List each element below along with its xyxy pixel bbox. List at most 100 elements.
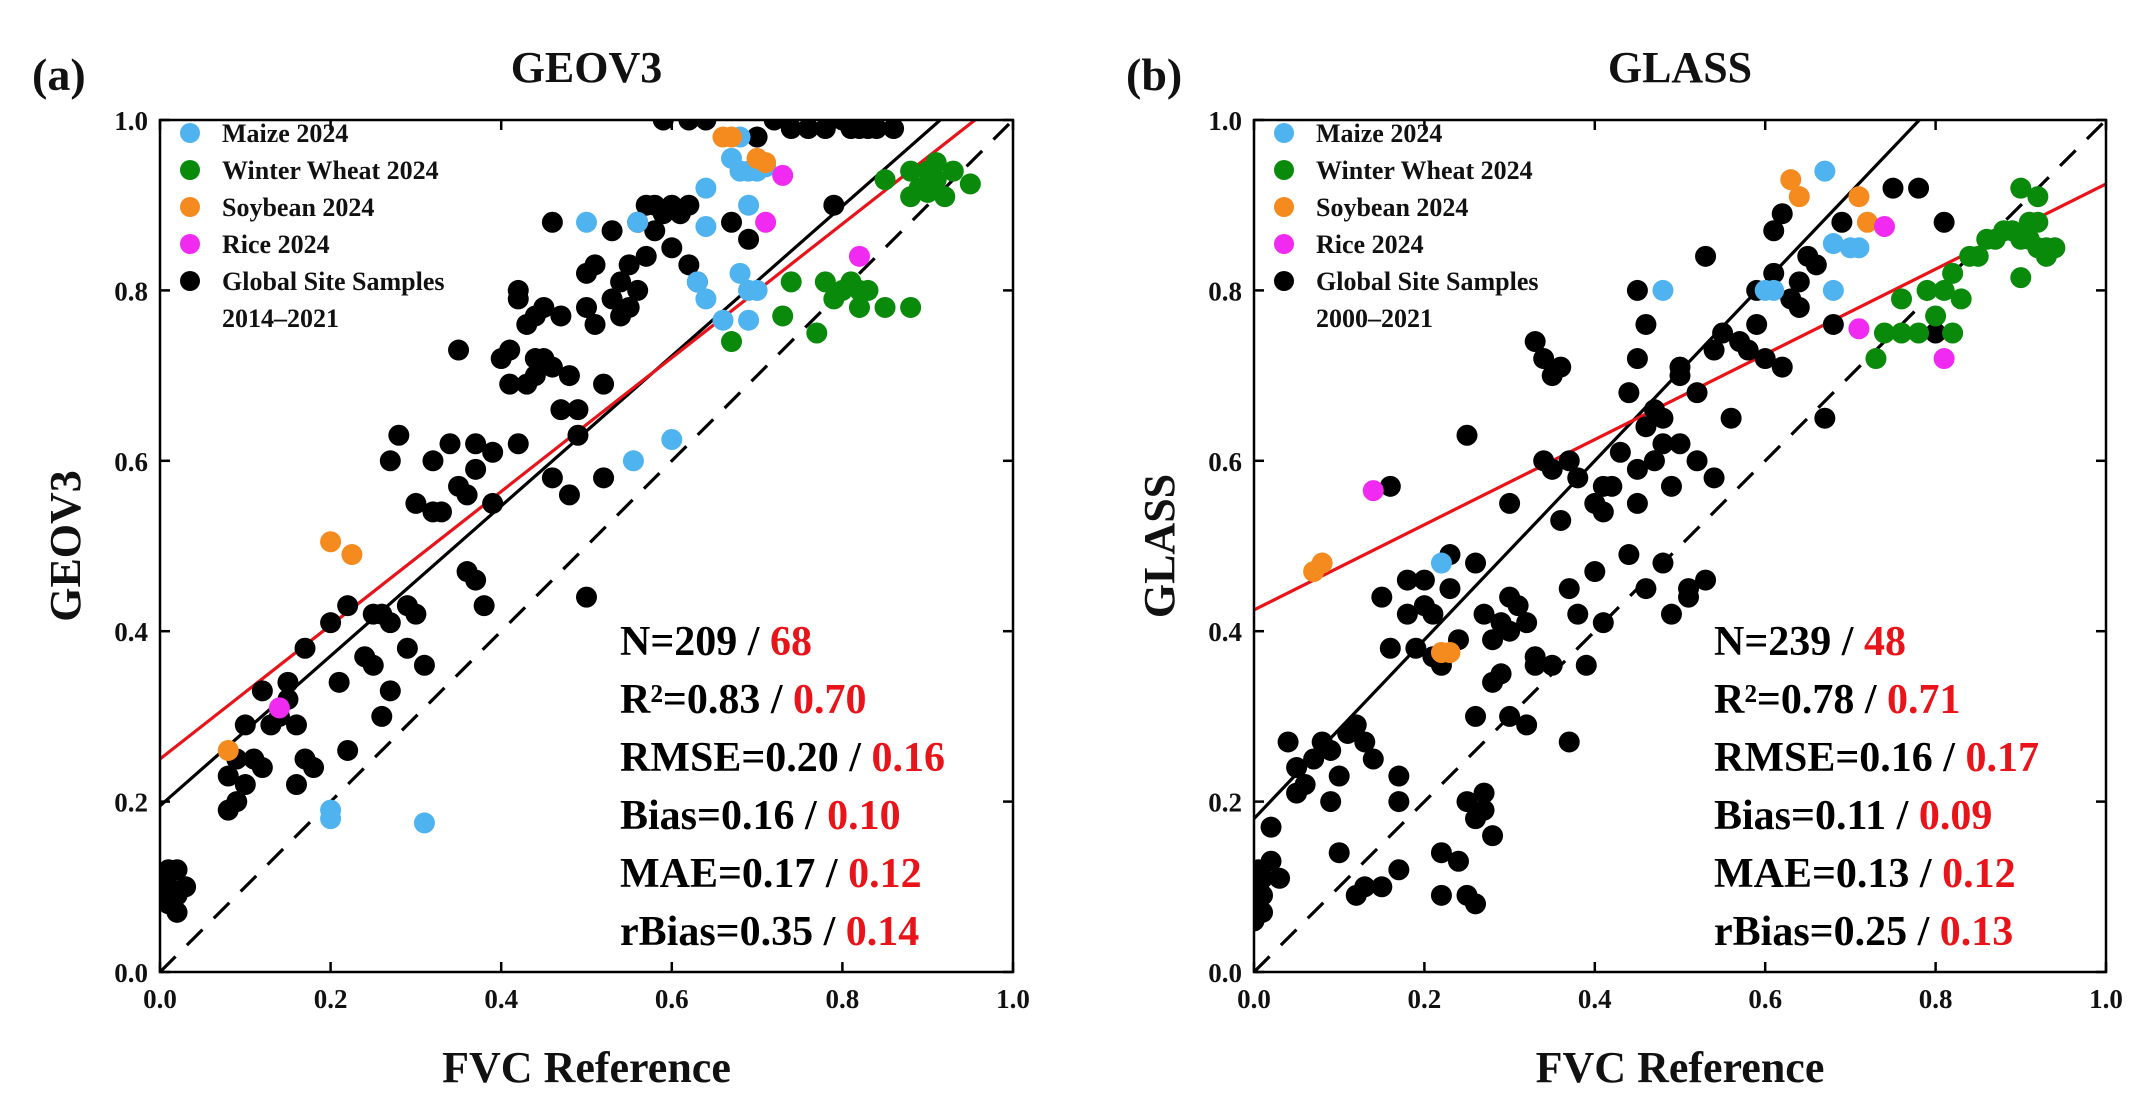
data-point-global <box>482 492 504 514</box>
data-point-global <box>678 120 700 131</box>
data-point-global <box>234 714 256 736</box>
data-point-global <box>1379 475 1401 497</box>
data-point-soybean <box>217 739 239 761</box>
data-point-soybean <box>1848 186 1870 208</box>
chart-title: GEOV3 <box>511 43 663 92</box>
stat-line: RMSE=0.16 / 0.17 <box>1714 735 2039 781</box>
legend-entry-line: Winter Wheat 2024 <box>1316 156 1533 185</box>
data-point-soybean <box>721 126 743 148</box>
legend-marker-maize <box>180 123 200 143</box>
data-point-global <box>1465 705 1487 727</box>
data-point-global <box>593 467 615 489</box>
data-point-global <box>379 450 401 472</box>
data-point-maize <box>1848 237 1870 259</box>
data-point-global <box>1379 637 1401 659</box>
data-point-global <box>388 424 410 446</box>
data-point-rice <box>755 211 777 233</box>
data-point-global <box>618 254 640 276</box>
data-point-global <box>1805 254 1827 276</box>
x-tick-label: 0.0 <box>143 984 177 1014</box>
data-point-global <box>448 339 470 361</box>
data-point-global <box>1635 416 1657 438</box>
data-point-maize <box>1430 552 1452 574</box>
data-point-global <box>1465 552 1487 574</box>
data-point-global <box>1746 313 1768 335</box>
data-point-global <box>1703 467 1725 489</box>
legend: Maize 2024 Winter Wheat 2024 Soybean 2024 R… <box>1274 119 1538 333</box>
legend-entry-line: Soybean 2024 <box>222 193 374 222</box>
data-point-global <box>550 399 572 421</box>
data-point-maize <box>661 429 683 450</box>
data-point-global <box>1822 313 1844 335</box>
data-point-global <box>1430 842 1452 864</box>
data-point-global <box>652 120 674 131</box>
data-point-global <box>1507 595 1529 617</box>
data-point-rice <box>1362 480 1384 502</box>
data-point-global <box>430 501 452 523</box>
data-point-global <box>1499 492 1521 514</box>
legend-entry: Global Site Samples 2014–2021 <box>222 267 444 333</box>
data-point-global <box>234 774 256 796</box>
plot-area <box>160 120 1013 972</box>
data-point-global <box>1652 433 1674 455</box>
data-point-global <box>405 492 427 514</box>
data-point-global <box>1558 450 1580 472</box>
legend-entry: Soybean 2024 <box>222 193 374 222</box>
data-point-global <box>1269 867 1291 889</box>
data-point-global <box>251 680 273 702</box>
y-tick-label: 0.2 <box>114 788 148 818</box>
data-point-global <box>1635 578 1657 600</box>
data-point-global <box>618 296 640 318</box>
data-point-global <box>405 603 427 625</box>
x-axis-label: FVC Reference <box>442 1043 731 1092</box>
data-point-global <box>661 237 683 259</box>
plot-frame <box>158 118 1015 974</box>
data-point-global <box>738 228 760 250</box>
data-point-global <box>362 654 384 676</box>
data-point-global <box>1354 876 1376 898</box>
data-point-global <box>1567 603 1589 625</box>
data-point-maize <box>627 211 649 233</box>
y-tick-label: 0.6 <box>114 447 148 477</box>
data-point-global <box>1516 714 1538 736</box>
data-point-global <box>1695 569 1717 591</box>
data-point-global <box>379 612 401 634</box>
data-point-global <box>1720 407 1742 429</box>
data-point-global <box>1430 884 1452 906</box>
data-point-global <box>1541 654 1563 676</box>
data-point-global <box>1396 569 1418 591</box>
data-point-global <box>1354 731 1376 753</box>
data-point-global <box>337 595 359 617</box>
data-point-global <box>1388 765 1410 787</box>
data-point-global <box>567 399 589 421</box>
chart-title: GLASS <box>1608 43 1752 92</box>
stats-block: N=239 / 48 R²=0.78 / 0.71 RMSE=0.16 / 0.17… <box>1714 619 2039 955</box>
data-point-global <box>1388 859 1410 881</box>
legend: Maize 2024 Winter Wheat 2024 Soybean 2024 R… <box>180 119 444 333</box>
data-point-maize <box>695 288 717 310</box>
data-point-global <box>1567 467 1589 489</box>
legend-entry: Soybean 2024 <box>1316 193 1468 222</box>
data-point-global <box>1456 791 1478 813</box>
data-point-maize <box>622 450 644 472</box>
stat-label: rBias=0.25 / <box>1714 909 1940 955</box>
data-point-soybean <box>1788 186 1810 208</box>
data-point-global <box>1558 578 1580 600</box>
plot-frame <box>1252 118 2108 974</box>
data-point-global <box>1660 603 1682 625</box>
data-point-winter_wheat <box>2010 177 2032 199</box>
data-point-global <box>780 120 802 140</box>
data-point-global <box>1371 876 1393 898</box>
data-point-global <box>627 279 649 301</box>
legend-marker-soybean <box>180 197 200 217</box>
data-point-global <box>1260 816 1282 838</box>
data-point-global <box>1482 629 1504 651</box>
data-point-maize <box>576 211 597 233</box>
data-point-global <box>1626 348 1648 370</box>
data-point-global <box>644 220 666 242</box>
data-point-global <box>721 211 743 233</box>
data-point-global <box>1763 220 1785 242</box>
legend-entry-line: Soybean 2024 <box>1316 193 1468 222</box>
data-point-winter_wheat <box>1942 262 1964 284</box>
stat-value-red: 0.12 <box>1942 851 2016 897</box>
